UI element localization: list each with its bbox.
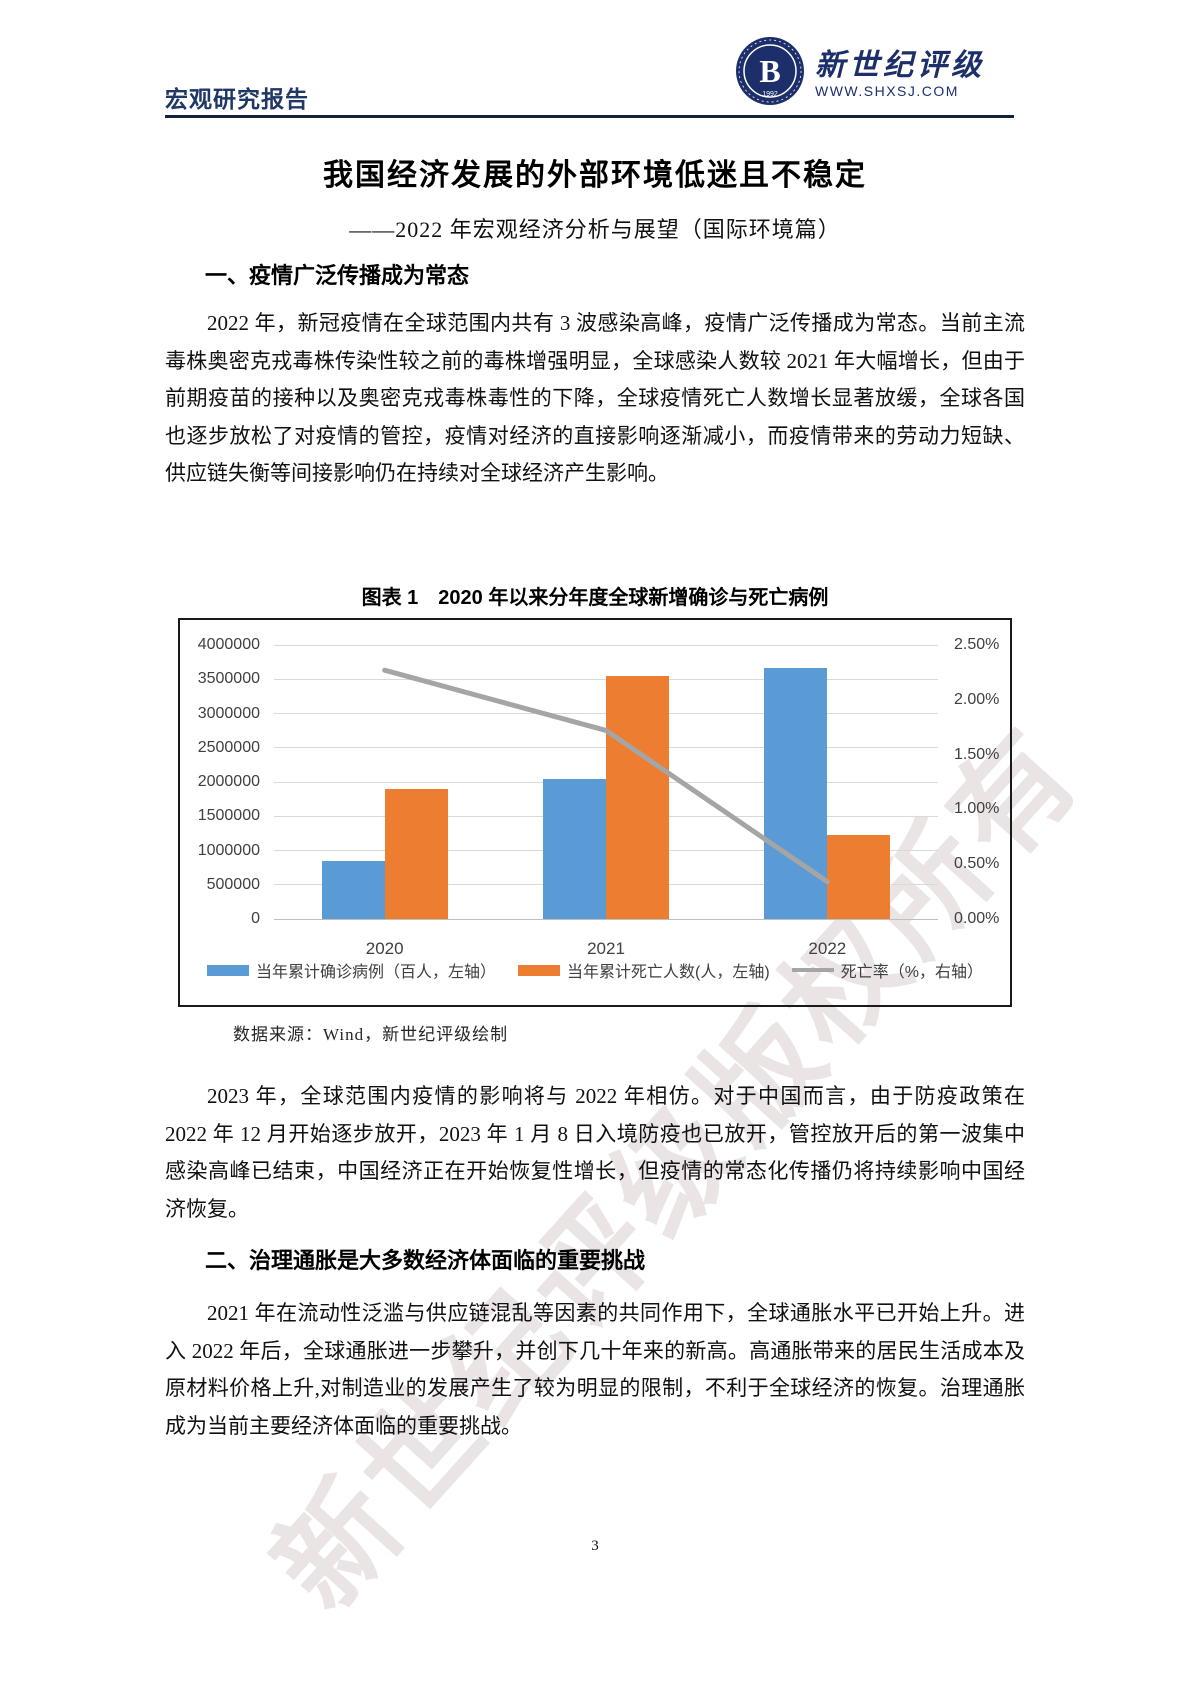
- legend-label: 当年累计确诊病例（百人，左轴）: [256, 964, 497, 981]
- company-logo: B 1992 新世纪评级 WWW.SHXSJ.COM: [735, 36, 985, 111]
- right-axis-tick-label: 0.00%: [954, 910, 1000, 927]
- legend-bar-swatch: [518, 964, 561, 976]
- left-axis-tick-label: 0: [251, 910, 260, 927]
- svg-text:1992: 1992: [762, 91, 778, 98]
- left-axis-tick-label: 1000000: [197, 841, 260, 859]
- legend-label: 死亡率（%，右轴）: [840, 964, 983, 981]
- logo-text-block: 新世纪评级 WWW.SHXSJ.COM: [815, 49, 985, 99]
- right-axis-tick-label: 2.50%: [954, 636, 1000, 653]
- left-axis-tick-label: 2000000: [197, 773, 260, 790]
- logo-website: WWW.SHXSJ.COM: [815, 82, 959, 99]
- figure-title: 图表 1 2020 年以来分年度全球新增确诊与死亡病例: [361, 587, 829, 609]
- svg-text:B: B: [759, 53, 780, 89]
- legend-item: 当年累计确诊病例（百人，左轴）: [207, 958, 496, 982]
- left-axis-tick-label: 3000000: [197, 704, 260, 722]
- right-axis-tick-label: 1.00%: [954, 800, 1000, 818]
- right-axis-tick-label: 1.50%: [954, 745, 1000, 763]
- left-axis-tick-label: 2500000: [197, 738, 260, 756]
- document-title: 我国经济发展的外部环境低迷且不稳定: [323, 159, 867, 192]
- left-axis-tick-label: 500000: [206, 875, 260, 893]
- legend-item: 当年累计死亡人数(人，左轴): [518, 958, 770, 982]
- x-axis-category-label: 2020: [365, 939, 404, 958]
- x-axis-category-label: 2021: [587, 939, 625, 958]
- section-1-paragraph-1: 2022 年，新冠疫情在全球范围内共有 3 波感染高峰，疫情广泛传播成为常态。当…: [165, 311, 1025, 485]
- chart-bar: [606, 675, 669, 919]
- section-2-paragraph-1: 2021 年在流动性泛滥与供应链混乱等因素的共同作用下，全球通胀水平已开始上升。…: [165, 1301, 1025, 1438]
- header-divider: [165, 115, 1014, 118]
- left-axis-tick-label: 3500000: [197, 670, 260, 688]
- left-axis-tick-label: 4000000: [197, 636, 260, 653]
- chart-gridline: [274, 644, 938, 646]
- logo-seal-icon: B 1992: [735, 36, 805, 111]
- page-number: 3: [591, 1538, 599, 1554]
- legend-bar-swatch: [207, 964, 250, 976]
- left-axis-tick-label: 1500000: [197, 807, 260, 825]
- right-axis-tick-label: 0.50%: [954, 855, 1000, 873]
- chart-bar: [827, 834, 891, 919]
- section-1-paragraph-2: 2023 年，全球范围内疫情的影响将与 2022 年相仿。对于中国而言，由于防疫…: [165, 1084, 1025, 1221]
- x-axis-category-label: 2022: [808, 939, 847, 958]
- legend-label: 当年累计死亡人数(人，左轴): [567, 964, 770, 981]
- legend-item: 死亡率（%，右轴）: [791, 958, 983, 982]
- death-rate-line: [382, 667, 830, 885]
- logo-company-name: 新世纪评级: [815, 48, 985, 82]
- section-1-heading: 一、疫情广泛传播成为常态: [205, 263, 470, 288]
- report-type-label: 宏观研究报告: [165, 86, 309, 112]
- chart-gridline: [274, 918, 938, 920]
- chart-bar: [384, 788, 448, 919]
- chart-bar: [543, 778, 606, 919]
- right-axis-tick-label: 2.00%: [954, 690, 1000, 708]
- legend-line-swatch: [791, 968, 834, 972]
- section-2-heading: 二、治理通胀是大多数经济体面临的重要挑战: [205, 1248, 646, 1273]
- figure-chart: 0 500000 1000000 1500000 2000000 2500000 30000…: [178, 618, 1012, 1007]
- document-subtitle: ——2022 年宏观经济分析与展望（国际环境篇）: [349, 217, 841, 242]
- chart-legend: 当年累计确诊病例（百人，左轴） 当年累计死亡人数(人，左轴) 死亡率（%，右轴）: [180, 958, 1010, 982]
- chart-bar: [321, 861, 385, 919]
- figure-source: 数据来源：Wind，新世纪评级绘制: [233, 1025, 509, 1044]
